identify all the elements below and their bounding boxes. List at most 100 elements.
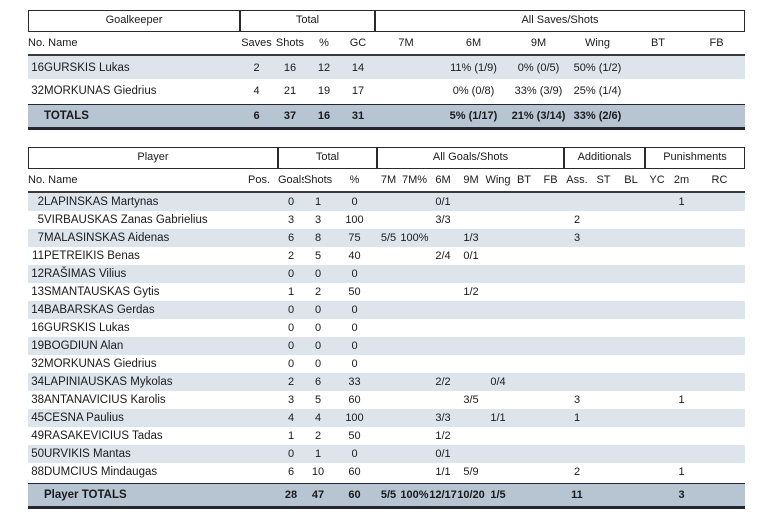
stat-cell: [617, 373, 645, 391]
stat-cell: [377, 445, 400, 463]
player-number-cell: 11: [32, 250, 44, 262]
stat-cell: [457, 355, 485, 373]
name-column-header: No. Name: [28, 169, 240, 193]
stat-cell: [429, 301, 457, 319]
stat-cell: [645, 229, 669, 247]
stat-cell: [645, 445, 669, 463]
stat-cell: [537, 319, 564, 337]
stat-cell: [537, 427, 564, 445]
stat-cell: 1/1: [435, 466, 451, 478]
column-header: BL: [617, 169, 645, 193]
column-header: RC: [694, 169, 745, 193]
totals-stat-cell: 16: [307, 104, 341, 130]
stat-cell: 50: [348, 286, 361, 298]
stat-cell: 0: [314, 322, 322, 334]
stat-cell: [645, 192, 669, 211]
stat-cell: [511, 247, 537, 265]
player-row: 2 LAPINSKAS Martynas 0 1 0 0/1 1: [28, 192, 745, 211]
column-header: 7M: [377, 169, 400, 193]
player-name-cell: URVIKIS Mantas: [44, 448, 131, 460]
player-name-cell: ANTANAVICIUS Karolis: [44, 394, 166, 406]
player-number-cell: 49: [31, 430, 44, 442]
stat-cell: 19: [317, 84, 331, 97]
stat-cell: [590, 355, 617, 373]
stat-cell: [511, 319, 537, 337]
column-header: ST: [590, 169, 617, 193]
stat-cell: 50: [348, 430, 361, 442]
stat-cell: 3: [314, 214, 322, 226]
stat-cell: [429, 391, 457, 409]
player-number-cell: 45: [31, 412, 44, 424]
stat-cell: 2: [573, 466, 581, 478]
stat-cell: [377, 463, 400, 481]
stat-cell: [617, 301, 645, 319]
stat-cell: [645, 319, 669, 337]
stat-cell: 2: [314, 430, 322, 442]
totals-stat-cell: [628, 104, 688, 130]
stat-cell: [590, 337, 617, 355]
stat-cell: 100: [345, 214, 364, 226]
stat-cell: [429, 319, 457, 337]
stat-cell: [240, 265, 278, 283]
stat-cell: [628, 79, 688, 102]
stat-cell: [429, 265, 457, 283]
stat-cell: [511, 265, 537, 283]
stat-cell: 0: [287, 268, 295, 280]
stat-cell: [511, 427, 537, 445]
column-header: FB: [537, 169, 564, 193]
column-header: %: [307, 32, 341, 56]
stat-cell: [645, 355, 669, 373]
stat-cell: 6: [314, 376, 322, 388]
stat-cell: [694, 409, 745, 427]
stat-cell: [400, 265, 429, 283]
stat-cell: [457, 445, 485, 463]
totals-row: TOTALS 6 37 16 31 5% (1/17) 21% (3/14) 33% (2/6…: [28, 104, 745, 130]
totals-spacer-cell: [28, 104, 44, 130]
stat-cell: 2: [253, 61, 260, 74]
player-number-cell: 16: [31, 322, 44, 334]
player-row: 7 MALASINSKAS Aidenas 6 8 75 5/5 100% 1/3 3: [28, 229, 745, 247]
column-header: Shots: [273, 32, 307, 56]
stat-cell: [617, 391, 645, 409]
stat-cell: 0: [351, 448, 358, 460]
stat-cell: 16: [283, 61, 297, 74]
stat-cell: 3: [287, 394, 295, 406]
stat-cell: 0% (0/8): [452, 84, 495, 97]
stat-cell: [694, 373, 745, 391]
goalkeeper-row: 32 MORKUNAS Giedrius 4 21 19 17 0% (0/8) 33% (3…: [28, 79, 745, 102]
stat-cell: [537, 211, 564, 229]
stat-cell: [669, 355, 694, 373]
stat-cell: [694, 211, 745, 229]
stat-cell: [537, 247, 564, 265]
stat-cell: 33% (3/9): [514, 84, 563, 97]
player-name-cell: LAPINIAUSKAS Mykolas: [44, 376, 173, 388]
stat-cell: [645, 427, 669, 445]
stat-cell: 0: [314, 358, 322, 370]
stat-cell: 5: [314, 250, 322, 262]
totals-stat-cell: [590, 483, 617, 509]
stat-cell: [457, 409, 485, 427]
group-header-row: Goalkeeper Total All Saves/Shots: [28, 10, 745, 32]
column-header: YC: [645, 169, 669, 193]
stat-cell: [457, 373, 485, 391]
stat-cell: [377, 319, 400, 337]
player-name-cell: MALASINSKAS Aidenas: [44, 232, 170, 244]
stat-cell: 2: [573, 214, 581, 226]
stat-cell: [564, 337, 590, 355]
stat-cell: 6: [287, 466, 295, 478]
stat-cell: [240, 319, 278, 337]
stat-cell: [240, 283, 278, 301]
stat-cell: 12: [317, 61, 331, 74]
stat-cell: [590, 192, 617, 211]
column-header: Wing: [485, 169, 511, 193]
stat-cell: [645, 211, 669, 229]
totals-label: Player TOTALS: [44, 483, 240, 509]
stat-cell: [400, 391, 429, 409]
column-header: Saves: [240, 32, 273, 56]
player-name-cell: GURSKIS Lukas: [44, 322, 130, 334]
stat-cell: [694, 463, 745, 481]
player-row: 12 RAŠIMAS Vilius 0 0 0: [28, 265, 745, 283]
stat-cell: [694, 391, 745, 409]
stat-cell: 33: [348, 376, 361, 388]
stat-cell: [669, 283, 694, 301]
